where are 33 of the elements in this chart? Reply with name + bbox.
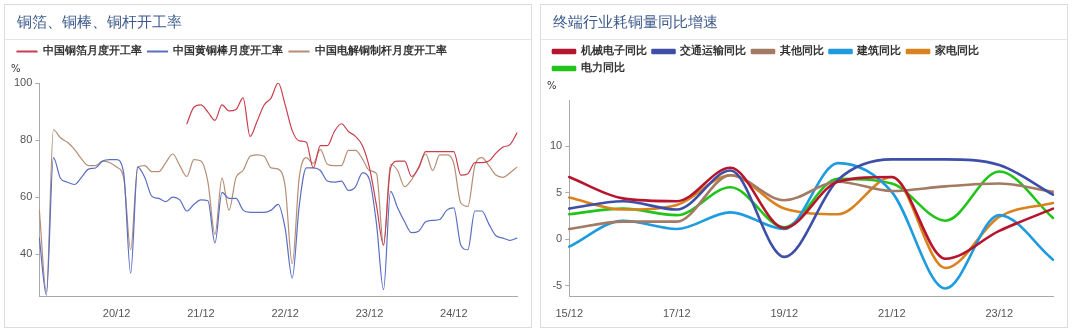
y-tick-label: 60 — [20, 190, 33, 203]
x-tick-label: 22/12 — [271, 307, 299, 320]
legend-label: 机械电子同比 — [579, 44, 647, 58]
legend-label: 建筑同比 — [856, 44, 901, 58]
x-tick-label: 20/12 — [102, 307, 131, 320]
y-tick-label: 100 — [13, 76, 33, 89]
legend-label: 家电同比 — [933, 44, 979, 58]
y-tick-label: -5 — [552, 278, 563, 291]
x-tick-label: 23/12 — [355, 307, 384, 320]
x-tick-label: 17/12 — [662, 307, 691, 320]
y-tick-label: 40 — [20, 247, 33, 260]
y-tick-label: 80 — [20, 133, 33, 146]
x-tick-label: 19/12 — [770, 307, 799, 320]
legend-label: 中国铜箔月度开工率 — [42, 44, 142, 58]
x-tick-label: 21/12 — [877, 307, 906, 320]
chart-title: 铜箔、铜棒、铜杆开工率 — [5, 5, 531, 40]
y-tick-label: 5 — [556, 185, 563, 198]
x-tick-label: 24/12 — [440, 307, 468, 320]
x-tick-label: 21/12 — [187, 307, 215, 320]
line-series — [38, 129, 518, 293]
line-series — [186, 83, 518, 246]
legend-label: 交通运输同比 — [679, 44, 746, 58]
x-tick-label: 23/12 — [985, 307, 1014, 320]
legend-label: 其他同比 — [778, 44, 824, 58]
y-tick-label: 10 — [549, 139, 563, 152]
legend-label: 电力同比 — [580, 61, 625, 75]
x-tick-label: 15/12 — [555, 307, 583, 320]
y-axis-title: % — [547, 79, 557, 91]
legend-label: 中国黄铜棒月度开工率 — [173, 44, 283, 58]
chart-title: 终端行业耗铜量同比增速 — [541, 5, 1067, 40]
legend-label: 中国电解铜制杆月度开工率 — [314, 44, 447, 58]
y-axis-title: % — [11, 62, 21, 74]
y-tick-label: 0 — [556, 232, 563, 245]
